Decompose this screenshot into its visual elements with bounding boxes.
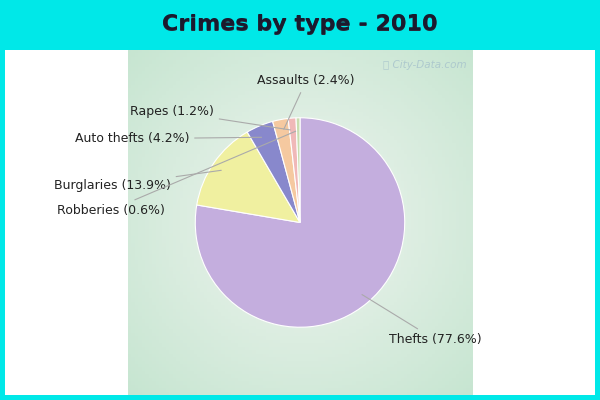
Bar (5, 50, 595, 395)
Wedge shape (272, 118, 300, 222)
Text: Auto thefts (4.2%): Auto thefts (4.2%) (74, 132, 262, 145)
Wedge shape (296, 118, 300, 222)
Wedge shape (197, 132, 300, 222)
Text: Robberies (0.6%): Robberies (0.6%) (56, 131, 296, 217)
Text: ⓘ City-Data.com: ⓘ City-Data.com (383, 60, 466, 70)
Text: Crimes by type - 2010: Crimes by type - 2010 (162, 15, 438, 35)
Wedge shape (195, 118, 405, 327)
Text: Burglaries (13.9%): Burglaries (13.9%) (54, 170, 221, 192)
Wedge shape (247, 122, 300, 222)
Text: Thefts (77.6%): Thefts (77.6%) (362, 294, 481, 346)
Text: Rapes (1.2%): Rapes (1.2%) (130, 105, 290, 130)
Wedge shape (288, 118, 300, 222)
Text: Crimes by type - 2010: Crimes by type - 2010 (162, 14, 438, 34)
Text: Assaults (2.4%): Assaults (2.4%) (257, 74, 355, 129)
